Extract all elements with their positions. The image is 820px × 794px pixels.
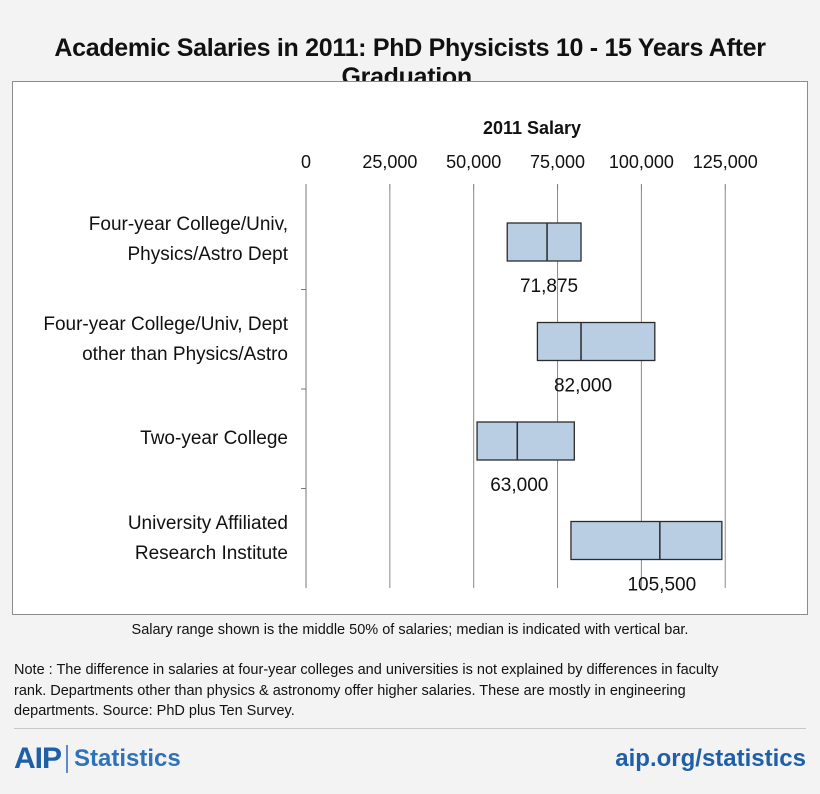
- logo-divider: [66, 745, 69, 773]
- footnote-line: departments. Source: PhD plus Ten Survey…: [14, 703, 295, 719]
- median-label: 63,000: [490, 475, 548, 496]
- logo-aip-text: AIP: [14, 742, 62, 775]
- footnote-line: Note : The difference in salaries at fou…: [14, 662, 719, 678]
- category-label-line: Physics/Astro Dept: [127, 244, 289, 265]
- tick-label: 100,000: [609, 152, 674, 172]
- category-label-line: University Affiliated: [127, 512, 288, 534]
- chart-title: Academic Salaries in 2011: PhD Physicist…: [54, 34, 766, 91]
- iqr-box: [570, 520, 723, 561]
- tick-label: 75,000: [530, 152, 585, 172]
- range-note: Salary range shown is the middle 50% of …: [131, 622, 689, 638]
- tick-label: 50,000: [446, 152, 501, 172]
- tick-label: 125,000: [693, 152, 758, 172]
- category-label: Four-year College/Univ, Physics/Astro Dep…: [89, 210, 288, 270]
- axis-title: 2011 Salary: [483, 118, 581, 138]
- tick-label: 0: [301, 152, 311, 172]
- tick-label: 25,000: [362, 152, 417, 172]
- category-label: University Affiliated Research Institute: [128, 509, 288, 569]
- footnote: Note : The difference in salaries at fou…: [14, 660, 814, 722]
- site-url[interactable]: aip.org/statistics: [615, 745, 806, 772]
- iqr-box: [506, 222, 582, 262]
- median-label: 105,500: [627, 575, 696, 596]
- category-label: Two-year College: [140, 424, 288, 454]
- category-label: Four-year College/Univ, Dept other than P…: [43, 310, 288, 370]
- median-label: 82,000: [554, 376, 612, 397]
- category-label-line: other than Physics/Astro: [82, 343, 288, 365]
- footer-divider: [14, 728, 806, 729]
- category-label-line: Four-year College/Univ, Dept: [43, 313, 288, 335]
- median-label: 71,875: [520, 276, 578, 297]
- aip-statistics-logo: AIP Statistics: [14, 742, 181, 776]
- logo-statistics-text: Statistics: [74, 745, 181, 772]
- footnote-line: rank. Departments other than physics & a…: [14, 682, 686, 699]
- category-label-line: Two-year College: [140, 428, 288, 449]
- iqr-box: [476, 421, 575, 461]
- iqr-box: [536, 321, 656, 362]
- category-label-line: Four-year College/Univ,: [88, 214, 288, 235]
- category-label-line: Research Institute: [134, 542, 288, 564]
